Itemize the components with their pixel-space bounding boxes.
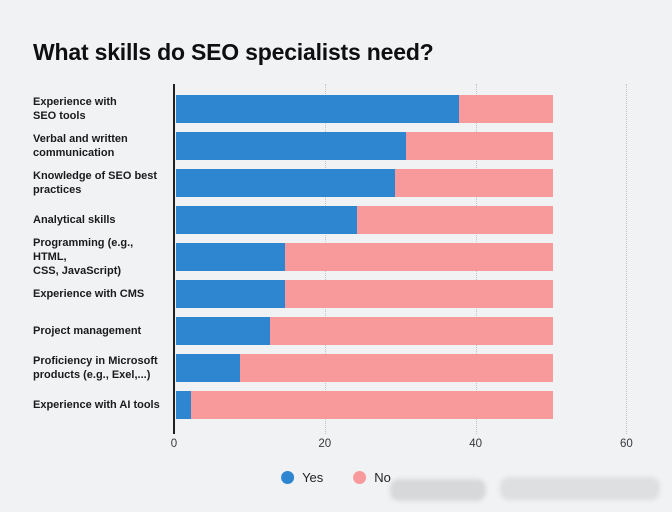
bar-stack (176, 243, 553, 272)
bar-segment-yes (176, 391, 192, 420)
legend-item-no: No (353, 470, 391, 485)
bar-segment-yes (176, 206, 357, 235)
legend-swatch-yes (281, 471, 295, 484)
y-axis-line (173, 84, 175, 434)
x-tick-label: 60 (619, 438, 633, 450)
bar-segment-no (458, 95, 553, 123)
legend-item-yes: Yes (281, 470, 323, 485)
bar-row: Knowledge of SEO best practices (33, 169, 633, 198)
bar-segment-no (405, 132, 553, 161)
bar-segment-no (240, 354, 553, 383)
bar-stack (176, 280, 553, 309)
bar-segment-no (270, 317, 553, 346)
category-label: Programming (e.g., HTML, CSS, JavaScript… (33, 237, 134, 278)
category-label: Experience with AI tools (33, 399, 160, 412)
x-tick-label: 0 (170, 438, 178, 450)
bar-row: Verbal and written communication (33, 132, 633, 161)
bar-row: Experience with AI tools (33, 391, 633, 420)
bar-row: Experience with CMS (33, 280, 633, 309)
category-label: Experience with SEO tools (33, 96, 117, 122)
bar-segment-yes (176, 95, 459, 123)
x-tick-label: 20 (318, 438, 332, 450)
category-label: Analytical skills (33, 214, 116, 227)
bar-stack (176, 391, 553, 420)
bar-segment-no (285, 243, 553, 272)
bar-segment-yes (176, 243, 286, 272)
bar-stack (176, 95, 553, 123)
legend-label: No (374, 470, 391, 485)
chart-title: What skills do SEO specialists need? (33, 39, 434, 66)
bar-segment-yes (176, 280, 286, 309)
bar-row: Analytical skills (33, 206, 633, 235)
gridline (626, 84, 628, 434)
legend-swatch-no (353, 471, 367, 484)
bar-row: Proficiency in Microsoft products (e.g.,… (33, 354, 633, 383)
category-label: Project management (33, 325, 142, 338)
bar-segment-yes (176, 317, 271, 346)
bar-stack (176, 206, 553, 235)
bar-segment-no (285, 280, 553, 309)
category-label: Verbal and written communication (33, 133, 128, 160)
x-tick-label: 40 (469, 438, 482, 450)
bar-segment-yes (176, 354, 241, 383)
bar-row: Experience with SEO tools (33, 95, 633, 123)
category-label: Proficiency in Microsoft products (e.g.,… (33, 355, 158, 382)
legend-label: Yes (302, 470, 324, 485)
bar-segment-no (394, 169, 553, 198)
bar-row: Project management (33, 317, 633, 346)
category-label: Knowledge of SEO best practices (33, 170, 158, 197)
category-label: Experience with CMS (33, 288, 145, 301)
legend: Yes No (281, 470, 391, 485)
bar-segment-yes (176, 169, 395, 198)
chart: 0 20 40 60 Experience with SEO tools Verbal a… (33, 0, 633, 512)
bar-row: Programming (e.g., HTML, CSS, JavaScript… (33, 237, 633, 277)
bar-stack (176, 132, 553, 161)
bar-segment-yes (176, 132, 406, 161)
watermark-blur-right (500, 477, 660, 500)
bar-stack (176, 169, 553, 198)
bar-segment-no (356, 206, 553, 235)
bar-segment-no (191, 391, 553, 420)
watermark-blur-left (390, 479, 486, 501)
bar-stack (176, 354, 553, 383)
bar-stack (176, 317, 553, 346)
